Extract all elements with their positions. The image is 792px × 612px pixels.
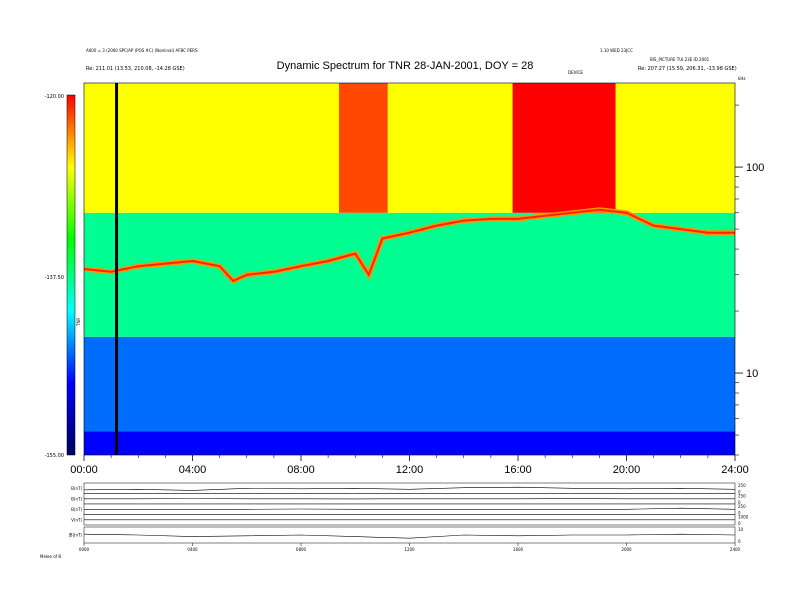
time-tick-label-4: 16:00 bbox=[504, 464, 532, 476]
header-right-3: Re: 207.27 (15.59, 206.31, -13.98 GSE) bbox=[638, 66, 737, 72]
b-panel-trace-2 bbox=[84, 507, 736, 510]
frequency-axis: 100 10 bbox=[735, 104, 764, 456]
spectrum-region-7 bbox=[615, 83, 735, 213]
b-panel-label-0: B(nT) bbox=[71, 486, 82, 491]
b-time-tick-label-1: 0400 bbox=[187, 547, 198, 552]
header-right-2: BIS_PICTURE TUI 23E ID 2001 bbox=[650, 57, 710, 62]
time-tick-label-2: 08:00 bbox=[287, 464, 315, 476]
b-panel-right-tick-top-4: 10 bbox=[738, 527, 744, 532]
b-panel-trace-4 bbox=[83, 533, 736, 539]
frequency-unit: kHz bbox=[738, 76, 745, 81]
b-time-tick-label-0: 0000 bbox=[79, 547, 90, 552]
b-panel-label-4: |B|(nT) bbox=[68, 533, 82, 538]
b-panel-right-tick-bottom-2: 0 bbox=[738, 511, 741, 516]
b-panel-right-tick-bottom-4: 0 bbox=[738, 539, 741, 544]
frequency-tick-label-1: 10 bbox=[746, 368, 758, 380]
header-mid: DEVICE bbox=[568, 70, 583, 75]
colorbar-tick-bottom: -155.00 bbox=[45, 453, 64, 459]
b-time-tick-label-5: 2000 bbox=[621, 547, 632, 552]
spectrum-region-3 bbox=[84, 83, 339, 213]
time-tick-label-6: 24:00 bbox=[721, 464, 749, 476]
time-tick-label-0: 00:00 bbox=[70, 464, 98, 476]
chart-title: Dynamic Spectrum for TNR 28-JAN-2001, DO… bbox=[277, 60, 534, 72]
b-time-tick-label-2: 0800 bbox=[296, 547, 307, 552]
b-panel-label-1: B(nT) bbox=[71, 496, 82, 501]
b-panel-right-tick-top-1: 250 bbox=[738, 494, 746, 499]
spectrum-region-4 bbox=[338, 83, 388, 213]
colorbar-label: TNR bbox=[76, 318, 81, 327]
plasma-line bbox=[84, 208, 735, 283]
time-tick-label-3: 12:00 bbox=[396, 464, 424, 476]
header-right-1: 1.10 WED 23JCC bbox=[600, 48, 633, 53]
b-time-tick-label-4: 1600 bbox=[513, 547, 524, 552]
header-left-2: Re: 211.01 (13.53, 210.08, -14.28 GSE) bbox=[86, 66, 185, 72]
b-panel-label-3: V(nT) bbox=[71, 517, 82, 522]
b-panel-trace-0 bbox=[83, 486, 736, 491]
spectrum-region-1 bbox=[84, 336, 735, 432]
b-panel-right-tick-top-0: 250 bbox=[738, 483, 746, 488]
spectrum-region-0 bbox=[84, 431, 735, 455]
b-time-tick-label-3: 1200 bbox=[404, 547, 415, 552]
b-panel-right-tick-top-3: 1000 bbox=[738, 515, 749, 520]
b-time-tick-label-6: 2400 bbox=[730, 547, 741, 552]
colorbar bbox=[66, 94, 76, 456]
b-panel-frame-0 bbox=[83, 482, 736, 494]
footer-label: Melee of B bbox=[40, 554, 61, 559]
spectrum-region-6 bbox=[512, 83, 616, 213]
time-tick-label-1: 04:00 bbox=[179, 464, 207, 476]
magnetometer-panels: B(nT)2500B(nT)2500B(nT)2500V(nT)10000|B|… bbox=[68, 482, 749, 552]
frequency-tick-label-0: 100 bbox=[746, 162, 764, 174]
spectrogram-image bbox=[84, 83, 735, 455]
b-panel-label-2: B(nT) bbox=[71, 507, 82, 512]
b-panel-right-tick-top-2: 250 bbox=[738, 504, 746, 509]
time-tick-label-5: 20:00 bbox=[613, 464, 641, 476]
header-left-1: A000 = 3 (2000 SPC/AP (POS #C) (Nominal)… bbox=[86, 48, 198, 53]
spectrum-region-5 bbox=[387, 83, 513, 213]
b-panel-right-tick-bottom-1: 0 bbox=[738, 500, 741, 505]
time-axis: 00:00 04:00 08:00 12:00 16:00 20:00 24:00 bbox=[70, 455, 749, 476]
b-panel-right-tick-bottom-0: 0 bbox=[738, 490, 741, 495]
b-panel-right-tick-bottom-3: 0 bbox=[738, 521, 741, 526]
colorbar-tick-top: -120.00 bbox=[45, 94, 64, 100]
colorbar-tick-mid: -137.50 bbox=[45, 275, 64, 281]
